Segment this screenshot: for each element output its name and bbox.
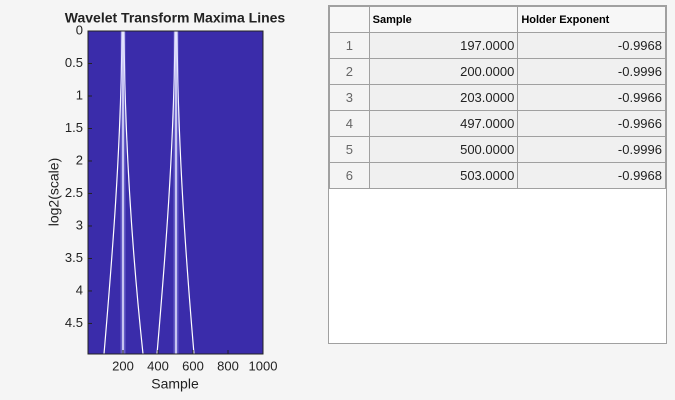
y-tick-label: 2 xyxy=(76,152,83,167)
table-cell[interactable]: 497.0000 xyxy=(368,110,519,137)
table-cell[interactable]: -0.9966 xyxy=(517,84,666,111)
chart: Wavelet Transform Maxima Lines Sample lo… xyxy=(46,10,286,392)
table-cell[interactable]: 1 xyxy=(329,32,370,59)
y-tick-label: 0 xyxy=(76,22,83,37)
y-tick-label: 2.5 xyxy=(65,185,83,200)
table-cell[interactable]: 5 xyxy=(329,136,370,163)
table-row[interactable]: 5 500.0000 -0.9996 xyxy=(329,136,666,163)
results-table[interactable]: Sample Holder Exponent 1 197.0000 -0.9968 2 20… xyxy=(328,5,667,344)
x-tick-label: 1000 xyxy=(249,358,278,373)
table-cell[interactable]: 203.0000 xyxy=(368,84,519,111)
table-cell[interactable]: -0.9966 xyxy=(517,110,666,137)
table-row[interactable]: 1 197.0000 -0.9968 xyxy=(329,32,666,59)
x-tick-label: 600 xyxy=(182,358,204,373)
table-cell[interactable]: 503.0000 xyxy=(368,162,519,189)
x-tick-label: 400 xyxy=(147,358,169,373)
y-tick-label: 1.5 xyxy=(65,120,83,135)
chart-title: Wavelet Transform Maxima Lines xyxy=(65,10,286,26)
y-tick-label: 1 xyxy=(76,87,83,102)
x-axis-label: Sample xyxy=(151,376,199,392)
column-header[interactable]: Sample xyxy=(368,6,519,33)
y-tick-label: 3.5 xyxy=(65,250,83,265)
table-row[interactable]: 6 503.0000 -0.9968 xyxy=(329,162,666,189)
y-tick-label: 3 xyxy=(76,217,83,232)
plot-frame xyxy=(87,30,264,355)
column-header[interactable]: Holder Exponent xyxy=(517,6,666,33)
y-tick-label: 4 xyxy=(76,282,83,297)
table-cell[interactable]: 200.0000 xyxy=(368,58,519,85)
y-tick-label: 4.5 xyxy=(65,315,83,330)
table-cell[interactable]: 6 xyxy=(329,162,370,189)
header-row: Sample Holder Exponent xyxy=(329,6,666,33)
table-cell[interactable]: 197.0000 xyxy=(368,32,519,59)
table-row[interactable]: 4 497.0000 -0.9966 xyxy=(329,110,666,137)
x-tick-label: 800 xyxy=(217,358,239,373)
x-tick-label: 200 xyxy=(112,358,134,373)
table-cell[interactable]: 4 xyxy=(329,110,370,137)
table-cell[interactable]: 2 xyxy=(329,58,370,85)
table-cell[interactable]: -0.9996 xyxy=(517,58,666,85)
maxima-lines xyxy=(103,30,195,355)
y-tick-label: 0.5 xyxy=(65,55,83,70)
table: Sample Holder Exponent 1 197.0000 -0.9968 2 20… xyxy=(329,6,666,189)
table-cell[interactable]: 3 xyxy=(329,84,370,111)
table-cell[interactable]: -0.9968 xyxy=(517,32,666,59)
table-row[interactable]: 3 203.0000 -0.9966 xyxy=(329,84,666,111)
table-row[interactable]: 2 200.0000 -0.9996 xyxy=(329,58,666,85)
y-axis-label: log2(scale) xyxy=(46,158,62,226)
table-cell[interactable]: 500.0000 xyxy=(368,136,519,163)
table-cell[interactable]: -0.9968 xyxy=(517,162,666,189)
table-cell[interactable]: -0.9996 xyxy=(517,136,666,163)
column-header[interactable] xyxy=(329,6,370,33)
